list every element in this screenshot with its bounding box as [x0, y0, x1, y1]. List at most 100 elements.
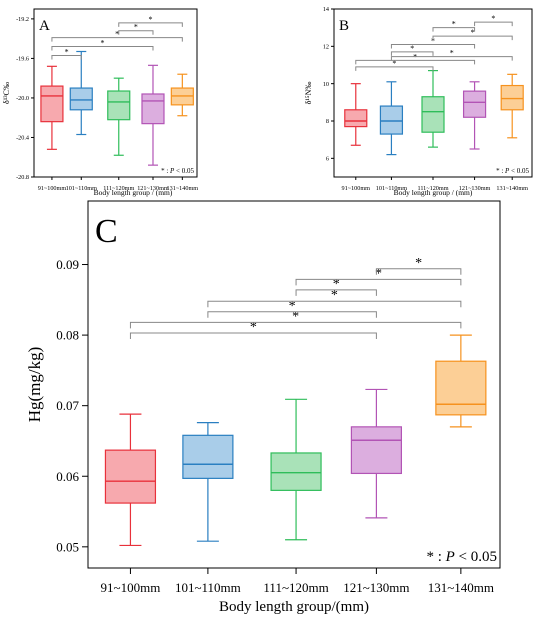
x-tick-label: 131~140mm — [167, 185, 199, 192]
x-axis-label: Body length group/(mm) — [219, 599, 369, 615]
significance-star: * — [292, 309, 299, 324]
y-tick-label: 0.09 — [56, 257, 79, 272]
significance-star: * — [452, 20, 456, 29]
y-tick-label: 0.07 — [56, 398, 79, 413]
x-tick-label: 91~100mm — [101, 580, 161, 595]
bracket-line — [375, 268, 462, 275]
box-iqr — [379, 105, 404, 135]
significance-star: * — [331, 288, 338, 303]
bracket-line — [390, 56, 513, 61]
significance-star: * — [491, 14, 495, 23]
significance-star: * — [471, 28, 475, 37]
bracket-line — [390, 51, 434, 56]
significance-bracket: * — [474, 14, 513, 27]
significance-note-rest: < 0.05 — [174, 167, 194, 175]
significance-bracket: * — [118, 15, 183, 27]
x-tick-label: 101~110mm — [175, 580, 241, 595]
significance-bracket: * — [207, 288, 462, 308]
bracket-line — [129, 332, 377, 339]
box-iqr — [40, 85, 64, 123]
significance-star: * — [100, 39, 104, 48]
significance-note-text: P — [445, 549, 455, 565]
bracket-line — [118, 22, 183, 27]
bracket-line — [295, 289, 377, 296]
x-tick-label: 101~110mm — [66, 185, 97, 192]
significance-bracket: * — [432, 28, 513, 41]
significance-star: * — [115, 30, 119, 39]
panel-letter: A — [39, 18, 50, 34]
box-iqr — [69, 87, 93, 111]
significance-star: * — [65, 47, 69, 56]
significance-star: * — [250, 320, 257, 335]
x-tick-label: 131~140mm — [496, 185, 528, 192]
box-iqr — [270, 452, 322, 491]
box-2 — [182, 422, 234, 542]
significance-star: * — [375, 266, 382, 281]
y-tick-label: 6 — [326, 156, 329, 163]
significance-star: * — [149, 15, 153, 24]
y-tick-label: -19.2 — [16, 16, 29, 23]
box-3 — [107, 77, 131, 156]
y-tick-label: 0.06 — [56, 469, 79, 484]
bracket-line — [207, 300, 462, 308]
box-iqr — [435, 360, 487, 416]
box-iqr — [141, 93, 165, 125]
significance-bracket: * — [51, 30, 183, 42]
panel-c: 0.05 0.06 0.07 0.08 0.09 91~100mm 101~110mm 111… — [25, 200, 501, 615]
y-tick-label: -20.0 — [16, 95, 29, 102]
significance-bracket: * — [355, 52, 476, 65]
box-iqr — [421, 96, 445, 133]
panel-b: 6 8 10 12 14 91~100mm 101~110mm 111~120mm 121~13… — [304, 6, 533, 197]
y-axis-label: δ¹⁵N‰ — [304, 82, 313, 105]
x-tick-label: 131~140mm — [428, 580, 494, 595]
x-tick-label: 101~110mm — [376, 185, 407, 192]
x-tick-label: 121~130mm — [137, 185, 169, 192]
significance-note-rest: < 0.05 — [509, 167, 529, 175]
significance-bracket: * — [390, 44, 434, 56]
significance-bracket: * — [355, 59, 434, 71]
y-tick-label: 0.08 — [56, 328, 79, 343]
box-1 — [104, 413, 157, 547]
bracket-line — [118, 30, 154, 35]
x-tick-label: 121~130mm — [343, 580, 409, 595]
box-5 — [500, 73, 524, 139]
x-axis-label: Body length group / (mm) — [394, 188, 473, 197]
box-iqr — [462, 90, 487, 118]
y-tick-label: 14 — [323, 6, 329, 13]
significance-bracket: * — [129, 309, 462, 329]
significance-note-text: P — [504, 167, 510, 175]
y-tick-label: 10 — [323, 81, 329, 88]
significance-bracket: * — [51, 47, 82, 60]
y-tick-label: 8 — [326, 118, 329, 125]
y-axis-label: δ¹³C‰ — [2, 82, 11, 104]
significance-bracket: * — [432, 20, 476, 32]
bracket-line — [51, 46, 154, 51]
significance-bracket: * — [129, 320, 377, 339]
y-tick-label: -20.8 — [16, 174, 29, 181]
bracket-line — [355, 66, 434, 71]
x-tick-label: 111~120mm — [263, 580, 328, 595]
significance-star: * — [134, 23, 138, 32]
box-iqr — [107, 90, 131, 121]
bracket-line — [51, 37, 183, 42]
x-tick-label: 111~120mm — [417, 185, 448, 192]
box-1 — [40, 65, 64, 150]
significance-bracket: * — [207, 299, 377, 318]
bracket-line — [207, 311, 377, 318]
significance-bracket: * — [295, 266, 462, 286]
box-5 — [435, 334, 487, 428]
box-4 — [141, 64, 165, 166]
significance-star: * — [392, 59, 396, 68]
significance-bracket: * — [295, 277, 377, 296]
x-axis-label: Body length group / (mm) — [94, 188, 173, 197]
box-5 — [170, 73, 194, 117]
box-3 — [270, 398, 322, 541]
y-tick-label: 0.05 — [56, 539, 79, 554]
significance-bracket: * — [375, 256, 462, 275]
significance-bracket: * — [390, 49, 513, 61]
bracket-line — [432, 35, 513, 41]
box-4 — [462, 81, 487, 150]
significance-bracket: * — [118, 23, 154, 35]
bracket-line — [432, 27, 476, 32]
